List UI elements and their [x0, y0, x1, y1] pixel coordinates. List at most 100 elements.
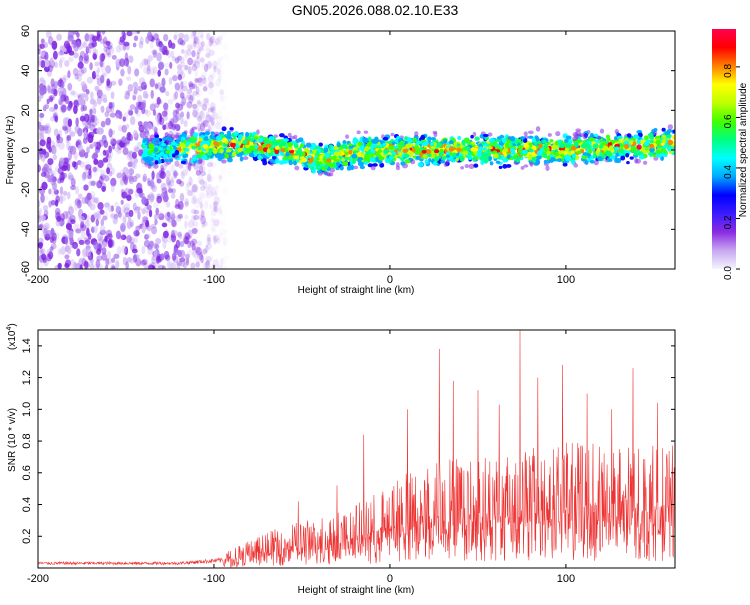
- spectrogram-signal-cell: [506, 139, 511, 144]
- spectrogram-noise-cell: [124, 203, 131, 211]
- spectrogram-noise-cell: [187, 240, 192, 249]
- spectrogram-noise-cell: [60, 213, 65, 222]
- spectrogram-noise-cell: [63, 172, 68, 179]
- spectrogram-noise-cell: [58, 97, 65, 107]
- spectrogram-noise-cell: [220, 220, 226, 228]
- spectrogram-noise-cell: [99, 264, 104, 269]
- spectrogram-noise-cell: [219, 227, 226, 236]
- spectrogram-noise-cell: [198, 164, 203, 174]
- spectrogram-noise-cell: [102, 241, 108, 248]
- spectrogram-noise-cell: [82, 171, 87, 180]
- snr-y-tick-label: 1.0: [21, 402, 33, 417]
- spectrogram-signal-cell: [620, 149, 625, 154]
- spectrogram-noise-cell: [53, 128, 59, 137]
- spectrogram-signal-cell: [421, 149, 427, 154]
- spectrogram-noise-cell: [124, 187, 131, 197]
- spectrogram-noise-cell: [191, 183, 198, 193]
- spectrogram-noise-cell: [191, 83, 198, 89]
- spectrogram-noise-cell: [161, 77, 166, 87]
- spectrogram-noise-cell: [76, 199, 82, 209]
- spectrogram-signal-cell: [543, 153, 548, 159]
- spectrogram-noise-cell: [133, 87, 138, 95]
- spectrogram-noise-cell: [176, 260, 183, 266]
- spectrogram-noise-cell: [193, 209, 200, 215]
- spectrogram-noise-cell: [195, 261, 200, 268]
- spectrogram-noise-cell: [40, 172, 47, 177]
- spectrogram-signal-cell: [299, 143, 304, 148]
- spectrogram-signal-cell: [480, 160, 485, 165]
- spectrogram-noise-cell: [47, 36, 54, 46]
- spectrogram-noise-cell: [213, 205, 219, 213]
- spectrogram-noise-cell: [53, 146, 57, 156]
- spectrogram-noise-cell: [100, 218, 105, 226]
- spectrogram-signal-cell: [192, 132, 199, 138]
- spectrogram-noise-cell: [74, 73, 80, 80]
- spectrogram-noise-cell: [120, 69, 125, 77]
- spectrogram-signal-cell: [555, 131, 561, 137]
- spectrogram-signal-cell: [472, 156, 477, 162]
- spectrogram-noise-cell: [118, 111, 123, 120]
- spectrogram-noise-cell: [108, 205, 112, 213]
- spectrogram-noise-cell: [219, 210, 224, 218]
- spectrogram-noise-cell: [170, 164, 175, 174]
- spectrogram-noise-cell: [161, 222, 168, 228]
- spectrogram-signal-cell: [316, 162, 321, 168]
- spectrogram-noise-cell: [67, 246, 72, 255]
- spectrogram-noise-cell: [114, 146, 121, 152]
- spectrogram-noise-cell: [122, 116, 127, 122]
- spectrogram-noise-cell: [93, 240, 99, 250]
- spectrogram-noise-cell: [67, 145, 74, 153]
- spectrogram-noise-cell: [187, 44, 193, 51]
- spectrogram-noise-cell: [74, 198, 81, 206]
- spectrogram-noise-cell: [167, 216, 173, 223]
- spectrogram-noise-cell: [124, 246, 129, 256]
- spectrogram-signal-cell: [643, 141, 650, 146]
- spectrogram-noise-cell: [44, 59, 50, 68]
- spectrogram-noise-cell: [73, 223, 80, 232]
- spectrogram-noise-cell: [210, 120, 215, 127]
- spectrogram-noise-cell: [165, 201, 171, 208]
- spectrogram-noise-cell: [184, 220, 188, 229]
- spectrogram-noise-cell: [133, 244, 137, 252]
- spectrogram-signal-cell: [395, 165, 401, 171]
- spectrogram-noise-cell: [52, 236, 57, 245]
- spectrogram-noise-cell: [38, 241, 43, 249]
- spectrogram-noise-cell: [59, 157, 65, 166]
- spectrogram-signal-cell: [427, 136, 432, 141]
- spectrogram-signal-cell: [308, 158, 314, 164]
- spectrogram-noise-cell: [154, 83, 159, 89]
- spectrogram-signal-cell: [160, 142, 167, 147]
- spectrogram-x-tick-label: -100: [203, 274, 225, 286]
- spectrogram-noise-cell: [99, 209, 105, 215]
- spectrogram-noise-cell: [57, 136, 64, 144]
- spectrogram-noise-cell: [73, 151, 78, 160]
- spectrogram-noise-cell: [217, 217, 221, 225]
- spectrogram-noise-cell: [186, 162, 191, 170]
- spectrogram-signal-cell: [208, 147, 213, 153]
- spectrogram-noise-cell: [46, 84, 51, 93]
- spectrogram-noise-cell: [100, 182, 107, 192]
- spectrogram-noise-cell: [97, 202, 104, 210]
- spectrogram-signal-cell: [212, 136, 218, 141]
- spectrogram-signal-cell: [148, 143, 154, 149]
- spectrogram-noise-cell: [208, 168, 212, 174]
- spectrogram-signal-cell: [667, 139, 674, 146]
- spectrogram-signal-cell: [225, 149, 232, 153]
- spectrogram-signal-cell: [232, 151, 237, 157]
- spectrogram-noise-cell: [74, 202, 79, 211]
- spectrogram-signal-cell: [266, 148, 271, 154]
- spectrogram-signal-cell: [442, 155, 447, 160]
- spectrogram-noise-cell: [96, 180, 103, 189]
- spectrogram-noise-cell: [209, 102, 216, 111]
- spectrogram-noise-cell: [105, 201, 110, 211]
- spectrogram-signal-cell: [190, 139, 197, 144]
- spectrogram-signal-cell: [543, 143, 549, 149]
- spectrogram-noise-cell: [57, 248, 62, 256]
- spectrogram-noise-cell: [186, 88, 193, 95]
- spectrogram-noise-cell: [187, 66, 192, 75]
- spectrogram-signal-cell: [148, 156, 154, 162]
- spectrogram-noise-cell: [134, 68, 140, 77]
- spectrogram-signal-cell: [398, 151, 403, 157]
- spectrogram-noise-cell: [67, 103, 72, 112]
